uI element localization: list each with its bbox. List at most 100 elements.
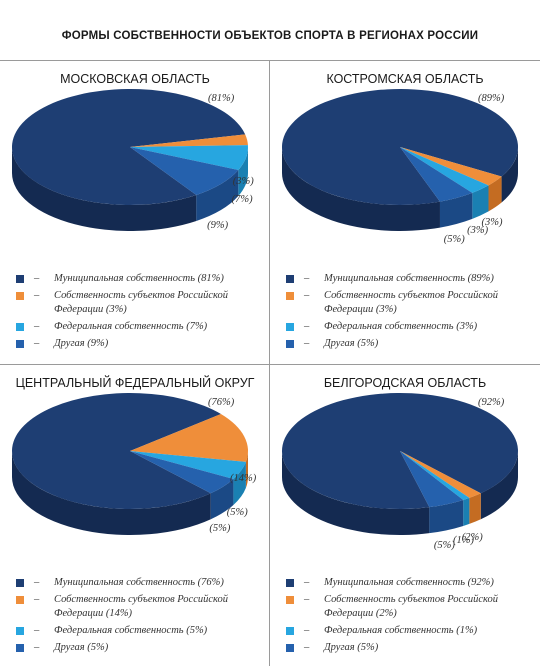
- legend-swatch-other: [16, 644, 24, 652]
- pie-slice-municipal: [12, 89, 246, 206]
- pie-label-federal: (5%): [226, 506, 248, 518]
- pie-label-other: (5%): [433, 540, 455, 552]
- legend-swatch-other: [16, 340, 24, 348]
- legend-swatch-federal: [16, 323, 24, 331]
- legend-text: Другая (9%): [54, 338, 109, 349]
- pie-slice-other: [130, 147, 239, 195]
- legend-dash: –: [34, 577, 40, 588]
- page-title: ФОРМЫ СОБСТВЕННОСТИ ОБЪЕКТОВ СПОРТА В РЕ…: [61, 30, 479, 42]
- pie-slice-federal: [400, 147, 489, 193]
- pie-side-subject: [469, 493, 481, 524]
- chart-title: БЕЛГОРОДСКАЯ ОБЛАСТЬ: [323, 376, 487, 390]
- legend-swatch-federal: [286, 627, 294, 635]
- pie-slice-subject: [130, 414, 249, 462]
- legend-dash: –: [304, 625, 310, 636]
- legend-swatch-subject: [16, 596, 24, 604]
- legend-dash: –: [304, 290, 310, 301]
- legend-swatch-other: [286, 340, 294, 348]
- pie-label-municipal: (76%): [208, 397, 235, 408]
- pie-side-subject: [488, 176, 502, 212]
- legend-swatch-federal: [286, 323, 294, 331]
- legend-item-municipal: – Муниципальная собственность (76%): [14, 576, 266, 590]
- legend-item-other: – Другая (5%): [14, 641, 266, 655]
- legend-item-subject: – Собственность субъектов Российской Феде…: [14, 593, 266, 621]
- pie-side-other: [210, 478, 234, 520]
- legend-text: Муниципальная собственность (81%): [54, 273, 224, 284]
- legend-swatch-municipal: [286, 275, 294, 283]
- legend-swatch-subject: [286, 596, 294, 604]
- legend-text: Собственность субъектов Российской Федер…: [324, 594, 499, 619]
- pie-chart: [11, 393, 249, 536]
- pie-slice-subject: [400, 451, 481, 498]
- pie-chart: [281, 393, 518, 536]
- legend-dash: –: [34, 642, 40, 653]
- chart-legend: – Муниципальная собственность (92%) – Собст…: [284, 576, 536, 658]
- legend-text: Федеральная собственность (5%): [54, 625, 208, 636]
- legend-item-other: – Другая (5%): [284, 337, 536, 351]
- pie-side-federal: [238, 147, 248, 197]
- pie-label-other: (5%): [443, 233, 465, 245]
- legend-dash: –: [304, 642, 310, 653]
- legend-swatch-federal: [16, 627, 24, 635]
- pie-side-municipal: [11, 451, 211, 536]
- legend-swatch-subject: [16, 292, 24, 300]
- legend-text: Федеральная собственность (3%): [324, 321, 478, 332]
- legend-dash: –: [34, 290, 40, 301]
- chart-title: КОСТРОМСКАЯ ОБЛАСТЬ: [326, 72, 484, 86]
- pie-label-federal: (3%): [467, 225, 489, 237]
- legend-text: Собственность субъектов Российской Федер…: [54, 594, 229, 619]
- pie-label-municipal: (89%): [478, 93, 505, 104]
- pie-side-federal: [472, 185, 489, 219]
- pie-side-municipal: [282, 451, 430, 536]
- legend-dash: –: [34, 594, 40, 605]
- legend-item-federal: – Федеральная собственность (5%): [14, 624, 266, 638]
- pie-label-municipal: (81%): [208, 93, 235, 104]
- pie-label-municipal: (92%): [478, 397, 505, 408]
- legend-dash: –: [304, 321, 310, 332]
- pie-slice-municipal: [12, 393, 221, 510]
- legend-swatch-municipal: [16, 579, 24, 587]
- legend-item-subject: – Собственность субъектов Российской Феде…: [14, 289, 266, 317]
- pie-side-municipal: [480, 451, 518, 520]
- pie-label-subject: (14%): [230, 472, 257, 484]
- legend-swatch-subject: [286, 292, 294, 300]
- chart-panel-moscow-oblast: МОСКОВСКАЯ ОБЛАСТЬ (81%) (3%) (7%) (9%) – Муни…: [0, 60, 270, 364]
- legend-dash: –: [304, 338, 310, 349]
- pie-label-federal: (7%): [231, 193, 253, 205]
- pie-side-other: [429, 499, 464, 534]
- chart-title: МОСКОВСКАЯ ОБЛАСТЬ: [60, 72, 210, 86]
- legend-dash: –: [34, 625, 40, 636]
- legend-dash: –: [304, 594, 310, 605]
- legend-text: Собственность субъектов Российской Федер…: [54, 290, 229, 315]
- pie-side-subject: [245, 451, 248, 488]
- legend-item-municipal: – Муниципальная собственность (89%): [284, 272, 536, 286]
- pie-slice-other: [400, 451, 464, 508]
- legend-text: Другая (5%): [324, 642, 379, 653]
- legend-item-federal: – Федеральная собственность (1%): [284, 624, 536, 638]
- pie-slice-federal: [130, 145, 248, 171]
- pie-side-municipal: [282, 147, 440, 231]
- divider-vertical: [269, 60, 270, 666]
- divider-middle: [0, 364, 540, 365]
- legend-text: Другая (5%): [54, 642, 109, 653]
- pie-side-other: [439, 192, 473, 228]
- legend-item-municipal: – Муниципальная собственность (81%): [14, 272, 266, 286]
- legend-swatch-municipal: [16, 275, 24, 283]
- pie-side-municipal: [12, 147, 197, 232]
- pie-slice-federal: [130, 451, 246, 479]
- legend-dash: –: [34, 273, 40, 284]
- pie-slice-federal: [400, 451, 470, 500]
- chart-legend: – Муниципальная собственность (76%) – Собст…: [14, 576, 266, 658]
- pie-slice-other: [130, 451, 234, 494]
- legend-dash: –: [34, 338, 40, 349]
- pie-side-federal: [233, 461, 246, 505]
- pie-slice-other: [400, 147, 473, 202]
- legend-item-subject: – Собственность субъектов Российской Феде…: [284, 289, 536, 317]
- legend-text: Муниципальная собственность (92%): [324, 577, 494, 588]
- pie-label-federal: (1%): [452, 534, 474, 546]
- legend-text: Муниципальная собственность (76%): [54, 577, 224, 588]
- pie-slice-subject: [130, 134, 248, 147]
- pie-chart: [281, 88, 518, 231]
- chart-panel-belgorod-oblast: БЕЛГОРОДСКАЯ ОБЛАСТЬ (92%) (2%) (1%) (5%) – Му…: [270, 364, 540, 668]
- legend-item-other: – Другая (5%): [284, 641, 536, 655]
